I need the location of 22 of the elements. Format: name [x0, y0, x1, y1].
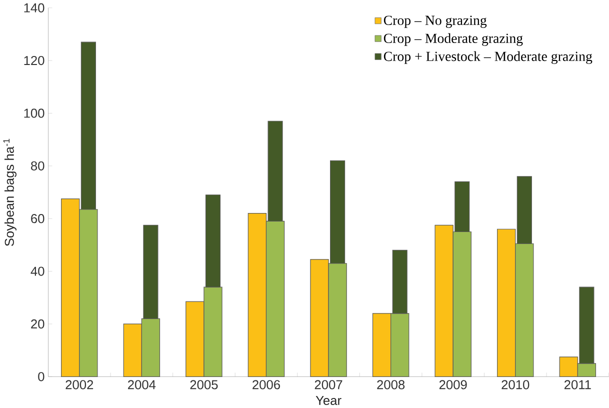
- x-tick-label: 2010: [502, 380, 530, 390]
- x-tick-label: 2007: [314, 380, 342, 390]
- y-tick-label: 140: [24, 3, 44, 12]
- y-tick-label: 120: [24, 56, 44, 65]
- x-tick-label: 2009: [439, 380, 467, 390]
- x-tick-label: 2008: [377, 380, 405, 390]
- legend-label: Crop – Moderate grazing: [384, 33, 523, 46]
- legend-label: Crop – No grazing: [384, 16, 487, 28]
- x-tick-label: 2005: [190, 380, 218, 390]
- x-tick-label: 2004: [128, 380, 156, 390]
- y-tick-label: 20: [31, 319, 44, 328]
- x-tick-label: 2011: [564, 380, 591, 390]
- y-tick-label: 0: [38, 372, 44, 382]
- y-tick-label: 60: [31, 214, 44, 223]
- y-axis-title: Soybean bags ha$^{-1}$: [3, 138, 16, 246]
- x-tick-label: 2006: [252, 380, 280, 390]
- y-tick-label: 100: [24, 108, 44, 118]
- y-tick-label: 40: [30, 266, 44, 276]
- legend-label: Crop + Livestock – Moderate grazing: [384, 51, 592, 64]
- x-tick-label: 2002: [66, 380, 94, 390]
- x-axis-title: Year: [316, 396, 342, 405]
- y-tick-label: 80: [30, 161, 44, 170]
